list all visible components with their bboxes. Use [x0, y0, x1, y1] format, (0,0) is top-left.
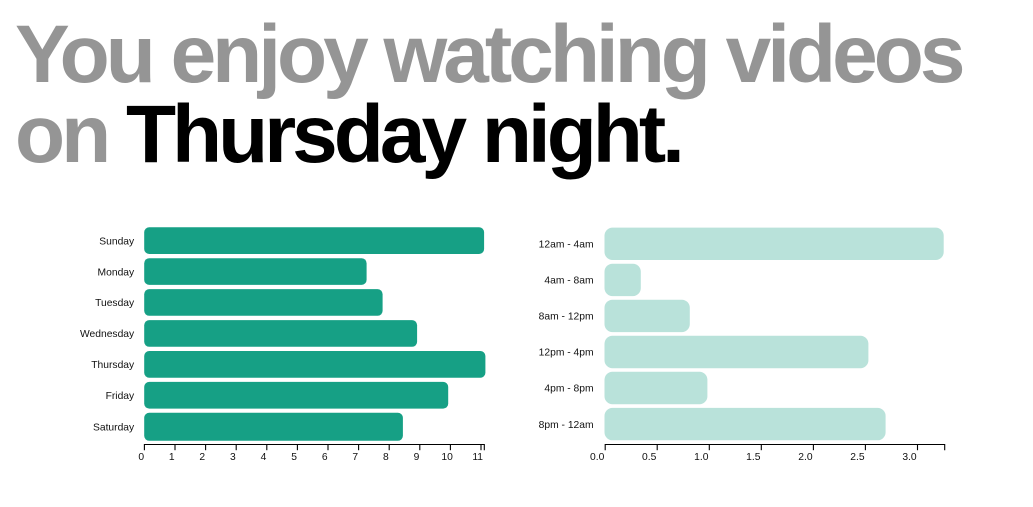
svg-text:8: 8 [383, 452, 389, 463]
svg-text:12pm - 4pm: 12pm - 4pm [539, 348, 594, 359]
svg-text:8pm - 12am: 8pm - 12am [539, 420, 594, 431]
svg-text:9: 9 [414, 452, 420, 463]
svg-text:2: 2 [199, 452, 205, 463]
svg-text:8am - 12pm: 8am - 12pm [539, 312, 594, 323]
svg-text:1.0: 1.0 [694, 452, 709, 463]
svg-text:0.0: 0.0 [590, 452, 605, 463]
svg-text:1.5: 1.5 [746, 452, 761, 463]
svg-text:3.0: 3.0 [902, 452, 917, 463]
svg-text:2.5: 2.5 [850, 452, 865, 463]
svg-text:Wednesday: Wednesday [80, 329, 135, 340]
svg-text:12am - 4am: 12am - 4am [539, 240, 594, 251]
svg-text:Tuesday: Tuesday [95, 298, 135, 309]
svg-text:11: 11 [472, 452, 483, 463]
svg-text:Sunday: Sunday [99, 236, 135, 247]
svg-text:0.5: 0.5 [642, 452, 657, 463]
svg-text:4: 4 [261, 452, 267, 463]
svg-text:7: 7 [352, 452, 358, 463]
svg-text:Saturday: Saturday [93, 423, 135, 434]
svg-text:5: 5 [291, 452, 297, 463]
svg-text:4pm - 8pm: 4pm - 8pm [544, 384, 593, 395]
svg-text:1: 1 [169, 452, 175, 463]
svg-text:10: 10 [441, 452, 453, 463]
svg-text:2.0: 2.0 [798, 452, 813, 463]
svg-text:0: 0 [138, 452, 144, 463]
svg-text:4am - 8am: 4am - 8am [544, 276, 593, 287]
svg-text:Monday: Monday [98, 267, 135, 278]
svg-text:3: 3 [230, 452, 236, 463]
svg-text:Friday: Friday [106, 391, 135, 402]
svg-text:6: 6 [322, 452, 328, 463]
svg-text:Thursday: Thursday [91, 360, 135, 371]
